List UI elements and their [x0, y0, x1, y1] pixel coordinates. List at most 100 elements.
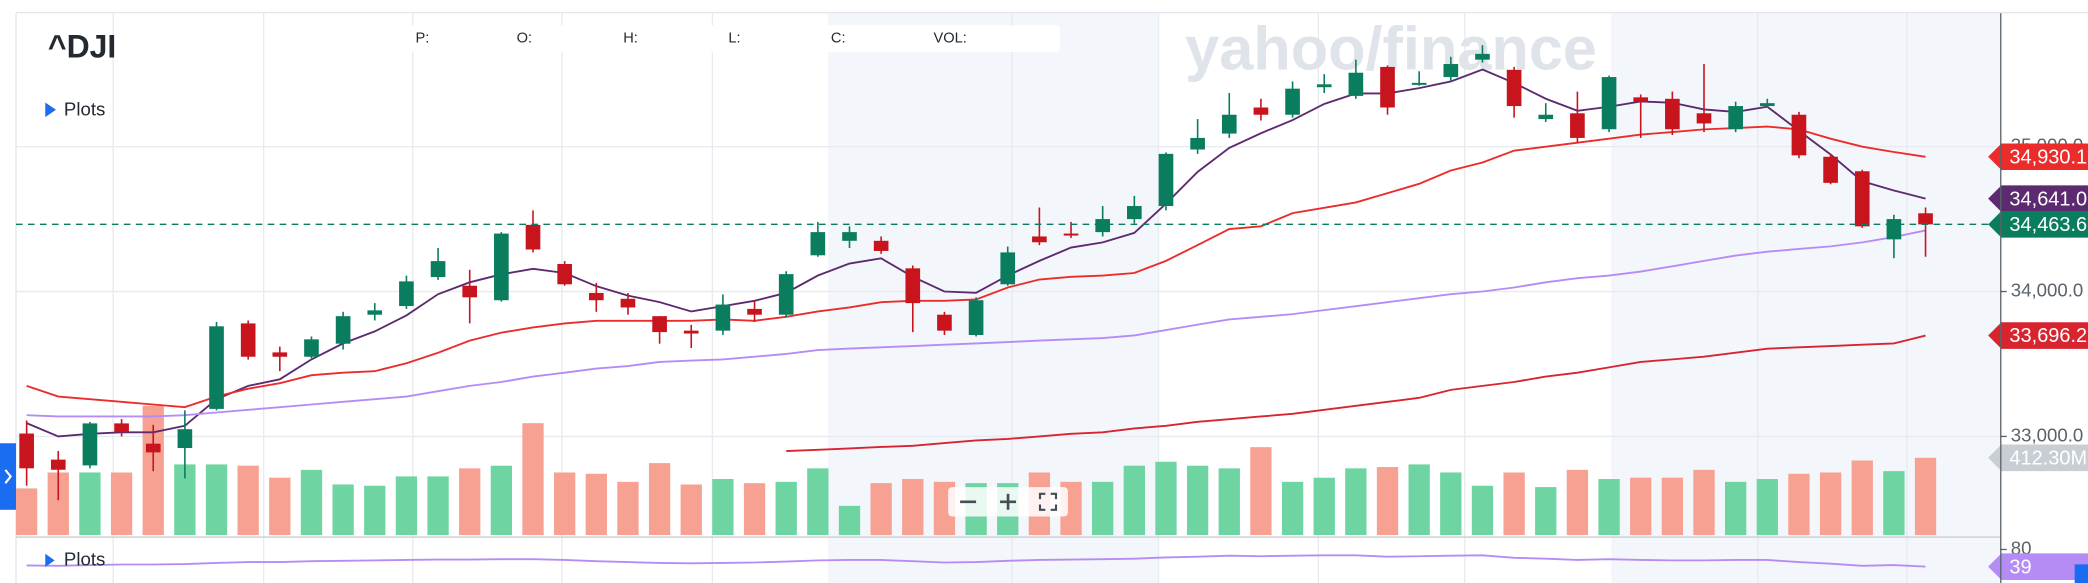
volume-bar — [1092, 481, 1114, 536]
volume-bar — [648, 463, 671, 536]
candle-body — [905, 268, 921, 304]
volume-bar — [1661, 477, 1684, 536]
volume-bar — [427, 476, 449, 536]
candle-body — [1918, 213, 1933, 225]
moving-average — [786, 334, 1926, 453]
candle-body — [272, 352, 288, 357]
volume-bar — [1819, 472, 1842, 536]
price-tag — [1988, 143, 2088, 171]
price-tag — [1988, 211, 2088, 238]
volume-bar — [1851, 460, 1873, 536]
candle-body — [683, 330, 699, 334]
grid: 35,000.034,000.033,000.080 — [15, 135, 2084, 558]
candle-body — [747, 308, 762, 315]
volume-bar — [775, 481, 797, 536]
candle-body — [1570, 113, 1585, 138]
volume — [15, 405, 1937, 536]
candles — [15, 45, 2001, 501]
candle-body — [1475, 53, 1490, 60]
price-tags: 34,641.034,930.133,696.234,463.6412.30M3… — [1988, 143, 2088, 580]
price-tag — [1988, 322, 2088, 349]
candle-body — [50, 459, 66, 470]
volume-bar — [1376, 467, 1399, 536]
volume-bar — [364, 485, 386, 536]
candle-body — [1380, 66, 1395, 108]
candle-body — [810, 232, 826, 256]
candle-body — [240, 323, 256, 357]
price-tag-label: 34,641.0 — [2009, 188, 2087, 210]
volume-bar — [79, 472, 101, 536]
expand-icon[interactable] — [45, 553, 55, 568]
candle-body — [1127, 206, 1142, 220]
volume-bar — [1123, 465, 1145, 536]
volume-bar — [1313, 477, 1335, 536]
candle-body — [145, 443, 161, 453]
expand-icon[interactable] — [45, 102, 56, 118]
readout-label: VOL: — [933, 30, 966, 46]
volume-bar — [1788, 473, 1810, 536]
volume-bar — [617, 481, 639, 536]
volume-bar — [1535, 487, 1557, 536]
volume-bar — [1724, 481, 1747, 536]
candle-body — [1728, 106, 1743, 130]
volume-bar — [1471, 485, 1494, 536]
candle-body — [937, 314, 952, 331]
candle-body — [1285, 88, 1300, 115]
candle-body — [1696, 113, 1712, 124]
volume-bar — [174, 464, 196, 536]
volume-bar — [1598, 479, 1620, 536]
candle-body — [1190, 137, 1205, 150]
candle-body — [1063, 233, 1079, 236]
volume-bar — [300, 469, 323, 536]
candle-body — [82, 423, 98, 466]
candle-body — [1538, 114, 1554, 120]
volume-bar — [1281, 481, 1304, 536]
candle-body — [1823, 156, 1838, 183]
readout-label: H: — [623, 30, 638, 46]
candle-body — [1316, 84, 1332, 88]
volume-bar — [712, 479, 734, 536]
volume-bar — [1756, 479, 1778, 536]
candle-body — [1253, 107, 1269, 115]
plots-toggle[interactable]: Plots — [64, 98, 105, 119]
candle-body — [1854, 171, 1870, 227]
candle-body — [1601, 77, 1617, 130]
candle-body — [430, 261, 446, 278]
candle-body — [778, 274, 794, 315]
volume-bar — [490, 465, 513, 536]
price-tag — [1988, 444, 2088, 472]
volume-bar — [838, 505, 861, 536]
plots-toggle[interactable]: Plots — [64, 548, 105, 569]
candle-body — [335, 316, 351, 344]
candle-body — [588, 292, 604, 301]
volume-bar — [522, 423, 544, 536]
candle-body — [1665, 98, 1680, 130]
volume-bar — [1345, 468, 1367, 536]
candle-body — [1791, 114, 1807, 156]
candle-body — [1221, 114, 1237, 134]
corner-button[interactable] — [2074, 564, 2088, 583]
candle-body — [1443, 64, 1459, 78]
side-tab[interactable] — [0, 443, 16, 510]
candle-body — [1095, 219, 1111, 233]
candle-body — [19, 433, 34, 469]
candle-body — [177, 429, 193, 449]
volume-bar — [807, 468, 829, 536]
volume-bar — [1566, 469, 1589, 536]
fullscreen[interactable] — [1038, 492, 1058, 511]
y-tick-label: 34,000.0 — [2011, 279, 2084, 300]
volume-bar — [1630, 477, 1652, 536]
volume-bar — [1503, 472, 1525, 536]
candle-body — [1506, 69, 1522, 107]
readout-bar — [399, 25, 1060, 52]
candle-body — [1411, 82, 1427, 85]
readout-label: L: — [728, 30, 740, 46]
volume-bar — [1440, 472, 1462, 536]
readout-label: P: — [415, 30, 429, 46]
candle-body — [1348, 72, 1364, 96]
volume-bar — [332, 484, 354, 536]
candle-body — [652, 316, 667, 333]
volume-bar — [1155, 461, 1177, 536]
volume-bar — [395, 476, 418, 536]
